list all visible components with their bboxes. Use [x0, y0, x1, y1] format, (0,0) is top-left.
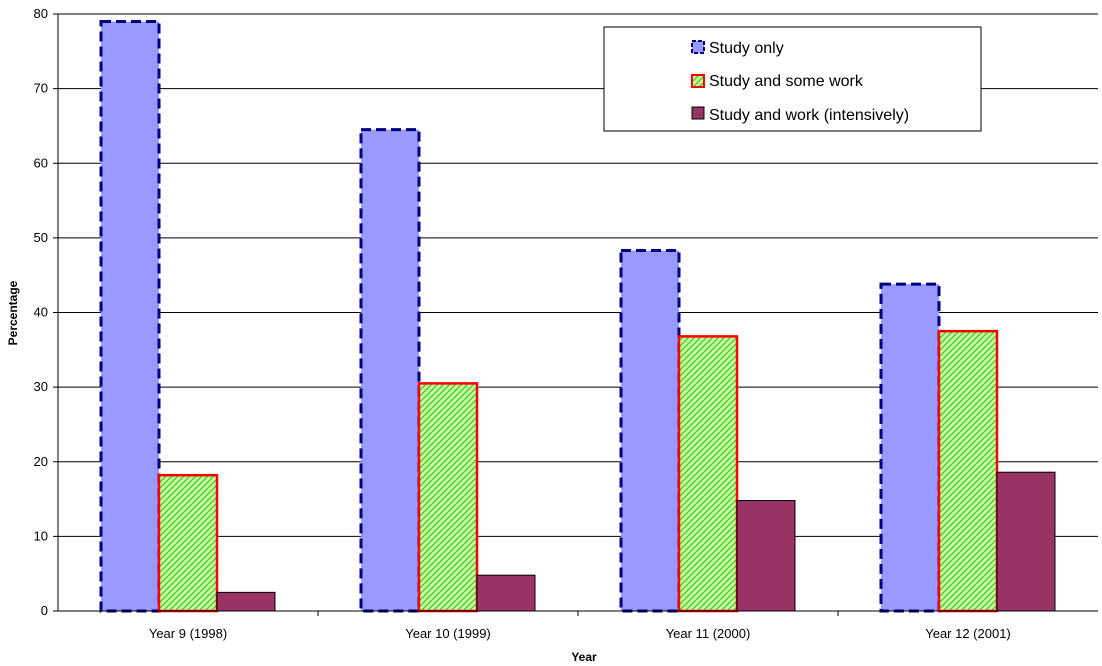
bar-study-and-work-intensively: [996, 471, 1056, 612]
legend-swatch-study-and-some-work: [691, 74, 705, 88]
x-axis-title: Year: [571, 650, 597, 664]
x-tick-label: Year 12 (2001): [925, 626, 1011, 641]
bar-study-only: [619, 249, 681, 613]
legend-swatch-study-and-work-intensively: [691, 106, 705, 120]
bars: [99, 19, 1056, 613]
y-tick-label: 0: [41, 603, 48, 618]
legend-box: [603, 26, 982, 132]
x-tick-label: Year 9 (1998): [149, 626, 227, 641]
y-tick-label: 80: [34, 6, 48, 21]
y-tick-label: 70: [34, 81, 48, 96]
bar-study-and-some-work: [937, 329, 999, 613]
bar-study-and-some-work: [677, 335, 739, 613]
x-tick-label: Year 10 (1999): [405, 626, 491, 641]
bar-study-only: [879, 282, 941, 613]
y-tick-label: 50: [34, 230, 48, 245]
legend-label-study-and-work-intensively: Study and work (intensively): [709, 107, 909, 124]
bar-study-and-some-work: [157, 473, 219, 613]
bar-study-only: [359, 128, 421, 613]
bar-study-and-some-work: [417, 382, 479, 613]
legend-label-study-only: Study only: [709, 40, 784, 57]
y-tick-label: 40: [34, 305, 48, 320]
tick-labels: 0 10 20 30 40 50 60 70 80 Year 9 (1998) Year 10 (1…: [34, 6, 1011, 641]
bar-study-and-work-intensively: [476, 574, 536, 612]
gridlines: [58, 13, 1098, 537]
y-tick-label: 60: [34, 155, 48, 170]
y-axis-title: Percentage: [6, 280, 20, 345]
bar-study-and-work-intensively: [736, 500, 796, 612]
y-tick-label: 20: [34, 454, 48, 469]
bar-study-only: [99, 19, 161, 613]
bar-study-and-work-intensively: [216, 591, 276, 612]
x-tick-label: Year 11 (2000): [666, 626, 751, 641]
legend-label-study-and-some-work: Study and some work: [709, 73, 864, 90]
legend-swatch-study-only: [691, 40, 705, 54]
y-tick-label: 10: [34, 528, 48, 543]
y-tick-label: 30: [34, 379, 48, 394]
legend: Study only Study and some work Study and…: [603, 26, 982, 132]
